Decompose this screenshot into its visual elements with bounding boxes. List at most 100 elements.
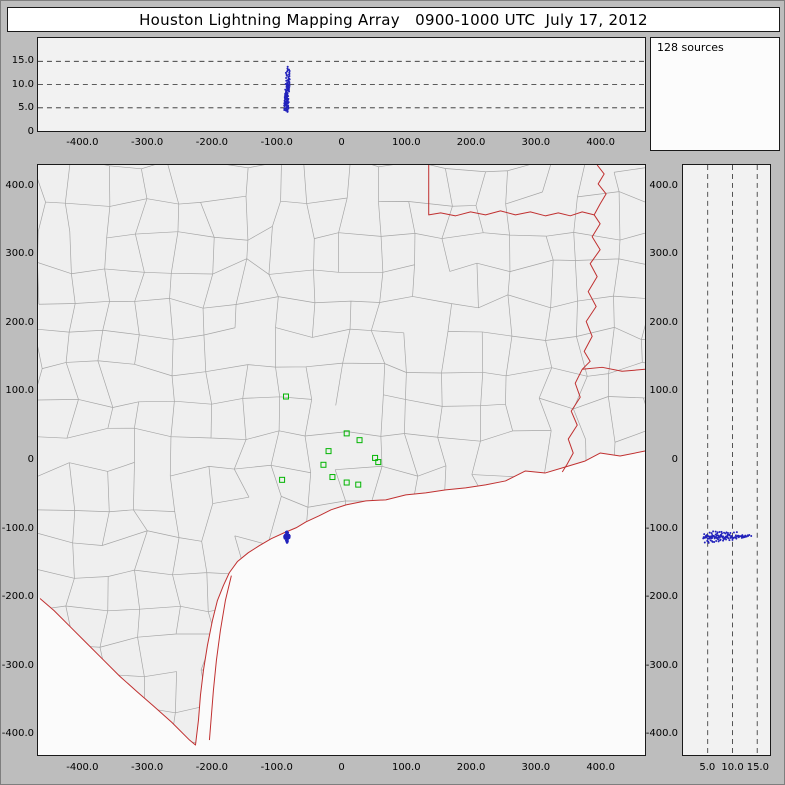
lightning-source-dot [713, 541, 716, 544]
lightning-source-dot [727, 537, 730, 540]
ns-tick-label-map: 400.0 [5, 179, 34, 191]
lightning-source-dot [742, 535, 745, 538]
lightning-source-dot [286, 109, 289, 112]
lightning-source-dot [704, 536, 707, 539]
lightning-source-dot [285, 98, 288, 101]
ns-tick-label-right-panel: 100.0 [649, 385, 678, 397]
ns-tick-label-map: -400.0 [1, 728, 34, 740]
lightning-source-dot [286, 65, 289, 68]
lma-station-marker [329, 474, 336, 481]
lightning-source-dot [711, 537, 714, 540]
ns-tick-label-map: -100.0 [1, 522, 34, 534]
ew-tick-label-top: 200.0 [456, 137, 486, 148]
ew-tick-label-bottom: 300.0 [521, 762, 551, 773]
lightning-source-dot [731, 538, 734, 541]
lightning-source-dot [714, 533, 717, 536]
lightning-source-dot [714, 530, 717, 533]
lightning-source-dot [284, 95, 287, 98]
lightning-sources-altitude-ew [283, 65, 291, 113]
lightning-source-dot [725, 538, 727, 541]
alt-tick-label-right-panel: 5.0 [699, 762, 716, 773]
lightning-source-dot [722, 539, 725, 542]
lightning-source-dot [715, 540, 718, 543]
ns-tick-label-map: -200.0 [1, 591, 34, 603]
lightning-source-dot [747, 534, 750, 537]
ew-tick-label-bottom: -300.0 [131, 762, 164, 773]
lightning-source-dot [286, 67, 289, 70]
state-borders [428, 165, 645, 473]
lightning-source-dot [285, 530, 288, 533]
ns-tick-label-right-panel: 300.0 [649, 248, 678, 260]
lightning-source-dot [726, 531, 729, 534]
lightning-source-dot [732, 531, 735, 534]
ns-tick-label-map: 300.0 [5, 248, 34, 260]
ew-tick-label-top: -200.0 [195, 137, 229, 148]
lightning-source-dot [288, 72, 291, 75]
ns-tick-label-right-panel: 400.0 [649, 179, 678, 191]
alt-tick-label-top-panel: 10.0 [11, 78, 34, 90]
lightning-source-dot [285, 74, 288, 77]
lightning-sources-map [283, 530, 291, 544]
state-border-river [581, 165, 607, 370]
lightning-source-dot [702, 537, 705, 540]
ew-tick-label-top: -400.0 [66, 137, 99, 148]
sources-count-box: 128 sources [650, 37, 780, 151]
lightning-source-dot [283, 536, 286, 539]
lightning-source-dot [287, 68, 290, 71]
altitude-ns-panel[interactable] [682, 164, 771, 756]
lightning-source-dot [286, 83, 289, 86]
altitude-ew-panel[interactable] [37, 37, 646, 132]
lightning-source-dot [717, 540, 720, 543]
lightning-source-dot [288, 78, 291, 81]
lma-station-marker [375, 459, 382, 466]
lightning-source-dot [732, 536, 735, 539]
ns-tick-label-right-panel: -100.0 [645, 522, 678, 534]
ew-tick-label-top: 300.0 [521, 137, 551, 148]
lightning-source-dot [718, 536, 721, 539]
lightning-source-dot [285, 76, 288, 79]
lma-stations [279, 393, 382, 488]
ew-tick-label-bottom: 200.0 [456, 762, 486, 773]
lma-station-marker [355, 481, 362, 488]
ns-tick-label-right-panel: 200.0 [649, 316, 678, 328]
lightning-source-dot [285, 103, 288, 106]
lightning-sources-altitude-ns [702, 530, 753, 544]
lightning-source-dot [285, 105, 288, 108]
lightning-source-dot [727, 533, 730, 536]
ew-tick-label-bottom: 0 [338, 762, 345, 773]
lightning-source-dot [706, 537, 709, 540]
lightning-source-dot [735, 537, 738, 540]
lightning-source-dot [745, 535, 748, 538]
lma-station-marker [320, 461, 327, 468]
lightning-source-dot [718, 530, 721, 533]
lightning-source-dot [288, 81, 291, 84]
lightning-source-dot [734, 534, 737, 537]
lightning-source-dot [285, 541, 288, 544]
lightning-source-dot [284, 71, 287, 74]
ns-tick-label-right-panel: -400.0 [645, 728, 678, 740]
ew-tick-label-top: -100.0 [260, 137, 293, 148]
alt-tick-label-right-panel: 15.0 [746, 762, 769, 773]
lightning-source-dot [707, 535, 710, 538]
lightning-source-dot [726, 535, 728, 538]
lightning-source-dot [737, 536, 740, 539]
lightning-source-dot [723, 531, 726, 534]
state-border-la-ar [582, 366, 645, 372]
land-area [38, 165, 645, 746]
lightning-source-dot [703, 541, 706, 544]
lightning-source-dot [286, 79, 289, 82]
lightning-source-dot [286, 89, 289, 92]
lightning-source-dot [288, 82, 291, 85]
map-panel[interactable] [37, 164, 646, 756]
ew-tick-label-bottom: 400.0 [586, 762, 615, 773]
ns-tick-label-map: -300.0 [1, 659, 34, 671]
ew-tick-label-bottom: -200.0 [195, 762, 229, 773]
lightning-source-dot [740, 535, 743, 538]
lightning-source-dot [711, 540, 714, 543]
lightning-source-dot [283, 104, 286, 107]
lightning-source-dot [707, 541, 710, 544]
alt-tick-label-top-panel: 5.0 [18, 102, 34, 114]
ew-tick-label-top: -300.0 [131, 137, 164, 148]
lma-station-marker [325, 448, 332, 455]
